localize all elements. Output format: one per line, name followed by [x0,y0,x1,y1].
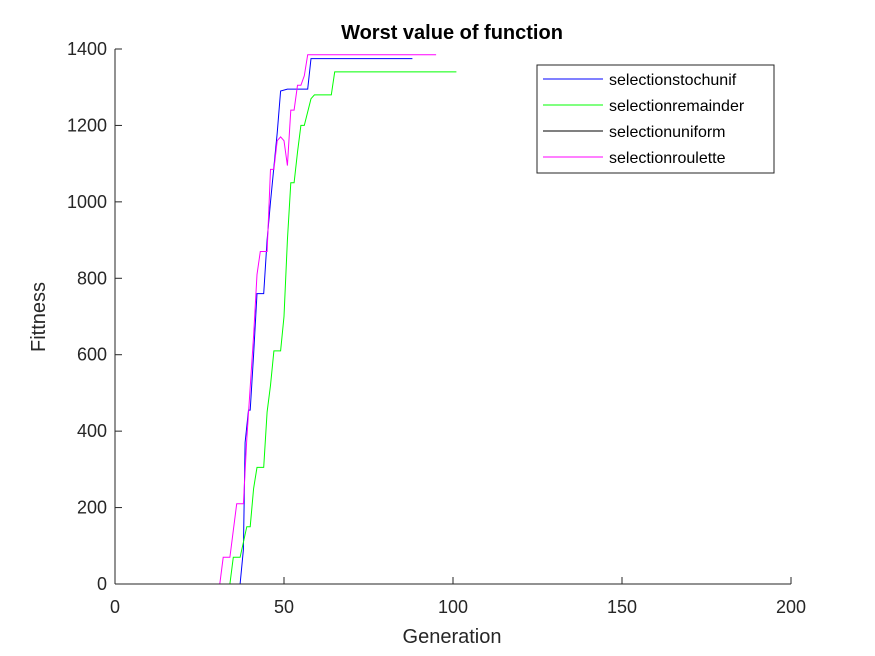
y-axis-label: Fittness [28,282,50,352]
series-line-selectionremainder [115,71,457,585]
y-tick-label: 400 [77,421,107,441]
x-axis-label: Generation [403,626,502,648]
x-tick-label: 200 [776,597,806,617]
y-tick-label: 1200 [67,115,107,135]
y-tick-label: 200 [77,498,107,518]
legend-box [536,64,775,174]
legend-label-selectionroulette: selectionroulette [609,150,726,167]
x-tick-label: 150 [607,597,637,617]
x-tick-label: 50 [274,597,294,617]
legend: selectionstochunif selectionremainder sele… [536,64,775,174]
ticks-layer: 0 50 100 150 200 0 200 400 600 800 1000 1200 1400 [67,39,806,617]
legend-label-selectionremainder: selectionremainder [609,98,745,115]
x-tick-label: 100 [438,597,468,617]
y-tick-label: 1000 [67,192,107,212]
y-tick-label: 0 [97,574,107,594]
series-line-selectionroulette [115,54,437,585]
x-tick-label: 0 [110,597,120,617]
chart-title: Worst value of function [341,22,563,44]
legend-label-selectionuniform: selectionuniform [609,124,726,141]
y-tick-label: 600 [77,345,107,365]
legend-label-selectionstochunif: selectionstochunif [609,72,737,89]
y-tick-label: 1400 [67,39,107,59]
series-line-selectionstochunif [115,58,413,585]
y-tick-label: 800 [77,268,107,288]
